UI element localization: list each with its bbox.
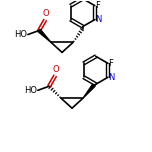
Text: HO: HO bbox=[24, 86, 37, 95]
Text: F: F bbox=[108, 59, 113, 68]
Polygon shape bbox=[38, 29, 51, 42]
Text: F: F bbox=[95, 1, 100, 10]
Text: O: O bbox=[52, 65, 59, 74]
Text: N: N bbox=[95, 15, 102, 24]
Text: N: N bbox=[108, 73, 115, 82]
Polygon shape bbox=[83, 84, 95, 98]
Text: O: O bbox=[42, 9, 49, 18]
Text: HO: HO bbox=[14, 30, 27, 39]
